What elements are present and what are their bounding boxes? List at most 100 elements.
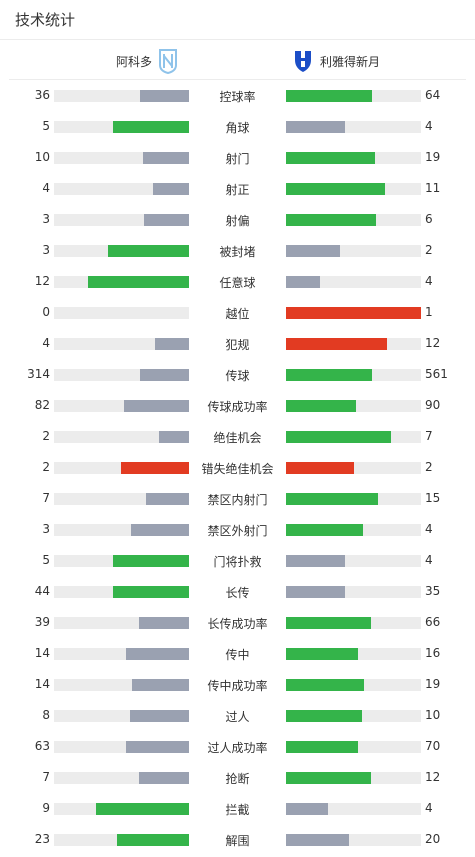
- home-value: 3: [42, 243, 50, 257]
- away-bar-fill: [286, 152, 375, 164]
- home-value: 2: [42, 429, 50, 443]
- away-bar-track: [286, 586, 421, 598]
- stat-row: 5 角球 4: [0, 111, 475, 142]
- away-bar-track: [286, 524, 421, 536]
- home-bar-fill: [130, 710, 189, 722]
- stat-row: 3 射偏 6: [0, 204, 475, 235]
- stat-row: 2 绝佳机会 7: [0, 421, 475, 452]
- away-bar-track: [286, 152, 421, 164]
- stat-label: 过人成功率: [207, 741, 268, 755]
- away-bar-fill: [286, 307, 421, 319]
- home-value: 14: [34, 646, 50, 660]
- stat-label: 传中: [225, 648, 250, 662]
- away-value: 4: [425, 119, 433, 133]
- home-bar-fill: [140, 90, 189, 102]
- away-value: 90: [425, 398, 441, 412]
- away-bar-fill: [286, 493, 378, 505]
- stat-row: 0 越位 1: [0, 297, 475, 328]
- stat-row: 82 传球成功率 90: [0, 390, 475, 421]
- stat-label: 长传成功率: [207, 617, 268, 631]
- home-bar-fill: [143, 152, 189, 164]
- away-value: 2: [425, 460, 433, 474]
- stat-row: 63 过人成功率 70: [0, 731, 475, 762]
- away-bar-track: [286, 276, 421, 288]
- home-bar-fill: [126, 741, 189, 753]
- home-team[interactable]: 阿科多: [116, 48, 178, 74]
- home-value: 4: [42, 336, 50, 350]
- stat-label: 越位: [225, 307, 250, 321]
- away-value: 12: [425, 336, 441, 350]
- teams-header: 阿科多 利雅得新月: [9, 40, 466, 80]
- home-bar-track: [54, 121, 189, 133]
- away-bar-fill: [286, 772, 371, 784]
- away-bar-fill: [286, 555, 345, 567]
- away-value: 16: [425, 646, 441, 660]
- home-bar-track: [54, 803, 189, 815]
- stat-row: 2 错失绝佳机会 2: [0, 452, 475, 483]
- home-value: 5: [42, 119, 50, 133]
- home-bar-fill: [113, 121, 189, 133]
- away-bar-fill: [286, 524, 363, 536]
- away-bar-track: [286, 183, 421, 195]
- stat-row: 10 射门 19: [0, 142, 475, 173]
- home-bar-track: [54, 307, 189, 319]
- stat-label: 控球率: [219, 90, 256, 104]
- home-value: 4: [42, 181, 50, 195]
- stat-row: 4 犯规 12: [0, 328, 475, 359]
- away-value: 66: [425, 615, 441, 629]
- home-bar-track: [54, 555, 189, 567]
- home-bar-fill: [139, 772, 189, 784]
- stat-row: 23 解围 20: [0, 824, 475, 855]
- away-value: 20: [425, 832, 441, 846]
- home-bar-track: [54, 183, 189, 195]
- away-bar-fill: [286, 369, 372, 381]
- away-bar-track: [286, 307, 421, 319]
- away-team[interactable]: 利雅得新月: [292, 48, 380, 74]
- home-value: 44: [34, 584, 50, 598]
- home-bar-track: [54, 90, 189, 102]
- home-bar-track: [54, 772, 189, 784]
- home-bar-fill: [155, 338, 189, 350]
- away-bar-fill: [286, 121, 345, 133]
- home-bar-track: [54, 493, 189, 505]
- home-bar-track: [54, 617, 189, 629]
- home-bar-track: [54, 710, 189, 722]
- stat-label: 射门: [225, 152, 250, 166]
- away-bar-track: [286, 834, 421, 846]
- away-team-name: 利雅得新月: [320, 54, 381, 69]
- home-bar-track: [54, 741, 189, 753]
- away-bar-track: [286, 772, 421, 784]
- home-bar-track: [54, 152, 189, 164]
- away-bar-fill: [286, 276, 320, 288]
- home-bar-track: [54, 679, 189, 691]
- away-bar-track: [286, 214, 421, 226]
- away-bar-fill: [286, 834, 349, 846]
- home-bar-track: [54, 338, 189, 350]
- away-value: 6: [425, 212, 433, 226]
- stat-label: 禁区外射门: [207, 524, 268, 538]
- stat-row: 8 过人 10: [0, 700, 475, 731]
- away-bar-track: [286, 400, 421, 412]
- away-bar-fill: [286, 617, 371, 629]
- stats-list: 36 控球率 64 5 角球 4 10 射门 19 4 射正 11 3 射偏 6 3 被封堵 2 12 任意球 4 0 越位…: [0, 80, 475, 855]
- home-value: 3: [42, 212, 50, 226]
- home-value: 7: [42, 491, 50, 505]
- away-bar-track: [286, 462, 421, 474]
- away-value: 561: [425, 367, 448, 381]
- home-value: 10: [34, 150, 50, 164]
- stat-label: 解围: [225, 834, 250, 848]
- home-bar-fill: [124, 400, 189, 412]
- stat-label: 射正: [225, 183, 250, 197]
- home-bar-fill: [88, 276, 189, 288]
- home-value: 14: [34, 677, 50, 691]
- home-bar-track: [54, 462, 189, 474]
- stat-label: 禁区内射门: [207, 493, 268, 507]
- home-bar-fill: [132, 679, 189, 691]
- stat-row: 3 被封堵 2: [0, 235, 475, 266]
- away-bar-fill: [286, 90, 372, 102]
- away-value: 19: [425, 150, 441, 164]
- home-bar-track: [54, 834, 189, 846]
- stat-label: 传中成功率: [207, 679, 268, 693]
- home-value: 5: [42, 553, 50, 567]
- away-value: 4: [425, 553, 433, 567]
